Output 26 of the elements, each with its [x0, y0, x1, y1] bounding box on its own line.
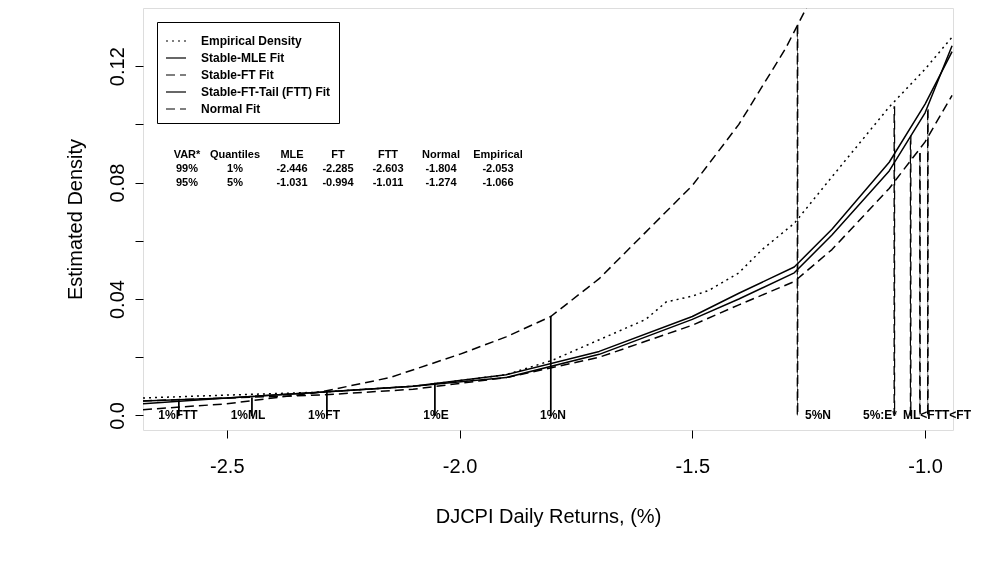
- x-tick-label: -1.0: [908, 454, 943, 477]
- x-axis-title: DJCPI Daily Returns, (%): [435, 504, 662, 527]
- legend-label: Empirical Density: [201, 34, 303, 48]
- x-tick-label: -2.0: [442, 454, 478, 477]
- annotation: 1%FT: [307, 408, 341, 422]
- annotation: ML<FTT<FT: [903, 408, 972, 422]
- y-tick-label: 0.08: [105, 163, 128, 203]
- text: 99% 1% -2.446 -2.285 -2.603 -1.804 -2.053: [175, 162, 514, 174]
- annotation: 1%N: [539, 408, 567, 422]
- annotation: 1%E: [423, 408, 449, 422]
- annotation: 5%:E*: [862, 408, 898, 422]
- y-tick-label: 0.12: [105, 47, 128, 87]
- y-tick-label: 0.04: [105, 280, 128, 319]
- y-axis-title: Estimated Density: [63, 138, 86, 301]
- text: VAR* Quantiles MLE FT FTT Normal Empirical: [173, 148, 523, 160]
- annotation: 1%ML: [230, 408, 266, 422]
- annotation: 1%FTT: [158, 408, 199, 422]
- x-tick-label: -2.5: [210, 454, 245, 477]
- x-tick-label: -1.5: [675, 454, 711, 477]
- legend-label: Stable-FT Fit: [201, 68, 274, 82]
- y-tick-label: 0.0: [105, 402, 128, 430]
- text: 95% 5% -1.031 -0.994 -1.011 -1.274 -1.066: [175, 176, 514, 188]
- annotation: 5%N: [804, 408, 832, 422]
- legend-label: Stable-MLE Fit: [201, 51, 285, 65]
- legend-label: Stable-FT-Tail (FTT) Fit: [201, 85, 331, 99]
- legend-label: Normal Fit: [201, 102, 261, 116]
